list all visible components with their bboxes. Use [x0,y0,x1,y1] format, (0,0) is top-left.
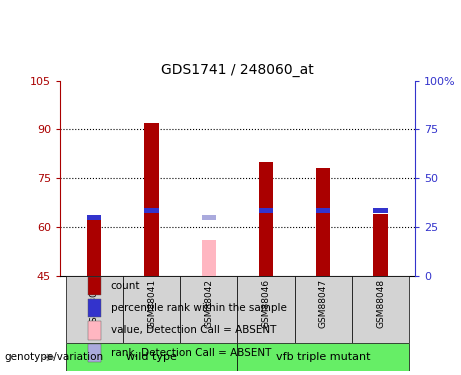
Bar [259,162,273,276]
Bar [123,276,180,343]
Bar [237,343,409,371]
Bar [352,276,409,343]
Text: GSM88048: GSM88048 [376,279,385,328]
Text: count: count [111,281,140,291]
Bar [237,276,295,343]
Text: GSM88042: GSM88042 [204,279,213,328]
Bar [88,277,101,295]
Bar [295,276,352,343]
Title: GDS1741 / 248060_at: GDS1741 / 248060_at [161,63,314,77]
Bar [201,214,216,220]
Text: value, Detection Call = ABSENT: value, Detection Call = ABSENT [111,326,276,336]
Bar [65,276,123,343]
Bar [87,214,101,220]
Text: GSM88046: GSM88046 [261,279,271,328]
Text: GSM88040: GSM88040 [90,279,99,328]
Bar [144,208,159,213]
Bar [201,240,216,276]
Bar [316,208,331,213]
Bar [88,299,101,317]
Bar [373,208,388,213]
Bar [87,220,101,276]
Bar [65,343,237,371]
Bar [259,208,273,213]
Text: rank, Detection Call = ABSENT: rank, Detection Call = ABSENT [111,348,271,358]
Text: genotype/variation: genotype/variation [5,352,104,362]
Bar [88,321,101,340]
Bar [180,276,237,343]
Text: percentile rank within the sample: percentile rank within the sample [111,303,287,313]
Bar [144,123,159,276]
Text: wild type: wild type [126,352,177,362]
Bar [373,214,388,276]
Text: GSM88047: GSM88047 [319,279,328,328]
Text: GSM88041: GSM88041 [147,279,156,328]
Bar [88,344,101,362]
Bar [316,168,331,276]
Text: vfb triple mutant: vfb triple mutant [276,352,371,362]
